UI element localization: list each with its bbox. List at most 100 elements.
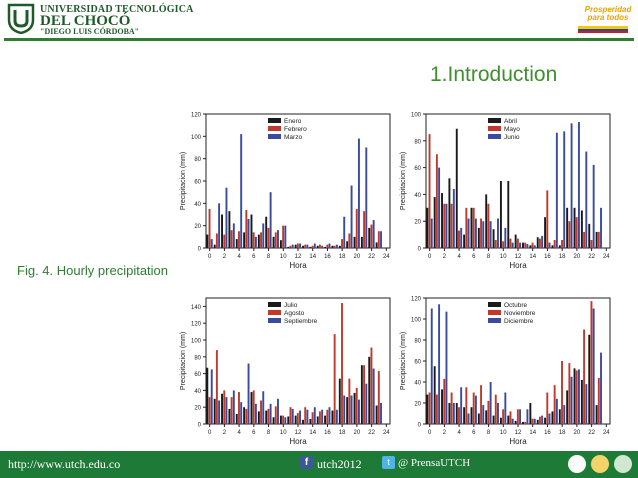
bar-agosto	[208, 397, 211, 424]
bar-diciembre	[497, 403, 499, 424]
bar-enero	[221, 214, 223, 248]
bar-agosto	[238, 392, 240, 424]
x-tick-label: 6	[252, 430, 256, 436]
facebook-handle[interactable]: utch2012	[317, 457, 362, 471]
x-tick-label: 18	[339, 254, 346, 260]
bar-diciembre	[511, 418, 514, 424]
bar-mayo	[502, 241, 505, 248]
y-tick-label: 0	[418, 247, 422, 253]
bar-enero	[324, 246, 327, 248]
bar-marzo	[380, 231, 382, 248]
bar-abril	[470, 207, 473, 248]
bar-septiembre	[335, 409, 338, 424]
bar-octubre	[485, 410, 488, 424]
bar-diciembre	[482, 405, 485, 424]
legend-swatch	[268, 318, 281, 323]
legend-swatch	[268, 118, 281, 123]
bar-abril	[477, 227, 480, 248]
bar-mayo	[531, 242, 534, 248]
x-tick-label: 0	[428, 254, 432, 260]
y-tick-label: 20	[414, 220, 421, 226]
bar-diciembre	[600, 352, 602, 424]
bar-enero	[346, 241, 349, 248]
government-brand-logo-icon	[568, 2, 632, 36]
bar-marzo	[328, 243, 331, 248]
bar-noviembre	[487, 400, 490, 424]
bar-marzo	[247, 218, 250, 248]
y-tick-label: 20	[414, 402, 421, 408]
bar-agosto	[215, 350, 218, 424]
bar-septiembre	[284, 417, 287, 424]
seal-logo-icon	[568, 455, 586, 473]
bar-marzo	[232, 223, 235, 248]
bar-noviembre	[428, 392, 431, 424]
twitter-icon[interactable]: t	[382, 456, 395, 469]
bar-octubre	[426, 394, 429, 424]
x-tick-label: 2	[223, 430, 227, 436]
quality-logo-icon	[614, 455, 632, 473]
bar-marzo	[357, 138, 360, 248]
x-axis-label: Hora	[289, 261, 307, 270]
bar-octubre	[448, 403, 451, 424]
bar-mayo	[516, 238, 519, 248]
website-link[interactable]: http://www.utch.edu.co	[8, 457, 121, 471]
bar-abril	[595, 231, 598, 248]
bar-abril	[522, 242, 524, 248]
twitter-handle[interactable]: @ PrensaUTCH	[398, 457, 471, 469]
bar-agosto	[363, 365, 366, 424]
x-tick-label: 12	[295, 430, 302, 436]
bar-julio	[316, 416, 319, 424]
bar-mayo	[509, 238, 512, 248]
bar-octubre	[566, 390, 569, 424]
bar-julio	[206, 367, 209, 424]
bar-abril	[529, 245, 532, 248]
x-tick-label: 6	[252, 254, 256, 260]
bar-enero	[368, 227, 371, 248]
bar-abril	[499, 181, 502, 248]
bar-marzo	[306, 244, 309, 248]
figure-caption: Fig. 4. Hourly precipitation	[17, 263, 169, 278]
bar-mayo	[583, 231, 586, 248]
bar-febrero	[223, 234, 226, 248]
x-tick-label: 2	[443, 254, 447, 260]
bar-junio	[563, 131, 566, 248]
bar-mayo	[435, 154, 438, 248]
bar-diciembre	[430, 308, 433, 424]
bar-agosto	[348, 378, 351, 424]
facebook-icon[interactable]: f	[300, 456, 313, 469]
bar-agosto	[260, 400, 263, 424]
bar-noviembre	[597, 377, 600, 424]
bar-mayo	[458, 230, 460, 248]
bar-junio	[585, 151, 588, 248]
bar-octubre	[433, 366, 436, 424]
x-tick-label: 18	[559, 430, 566, 436]
x-tick-label: 24	[383, 430, 390, 436]
bar-febrero	[208, 208, 211, 248]
university-name-line3: "DIEGO LUIS CÓRDOBA"	[40, 27, 140, 36]
bar-agosto	[370, 347, 373, 424]
bar-noviembre	[494, 394, 497, 424]
bar-enero	[250, 214, 253, 248]
bar-junio	[526, 243, 529, 248]
bar-enero	[360, 236, 363, 248]
y-axis-label: Precipitacion (mm)	[180, 152, 187, 210]
y-tick-label: 40	[414, 381, 421, 387]
bar-septiembre	[210, 369, 213, 424]
bar-julio	[213, 398, 216, 424]
bar-septiembre	[240, 402, 243, 424]
x-tick-label: 14	[309, 254, 316, 260]
bar-octubre	[580, 379, 583, 424]
bar-mayo	[524, 242, 527, 248]
bar-marzo	[262, 223, 265, 248]
bar-junio	[474, 218, 477, 248]
bar-octubre	[544, 417, 547, 424]
bar-abril	[433, 197, 436, 248]
bar-mayo	[450, 203, 453, 248]
bar-noviembre	[509, 411, 512, 424]
legend-label: Septiembre	[284, 318, 318, 325]
legend-swatch	[268, 310, 281, 315]
bar-abril	[485, 194, 488, 248]
bar-marzo	[335, 244, 338, 248]
